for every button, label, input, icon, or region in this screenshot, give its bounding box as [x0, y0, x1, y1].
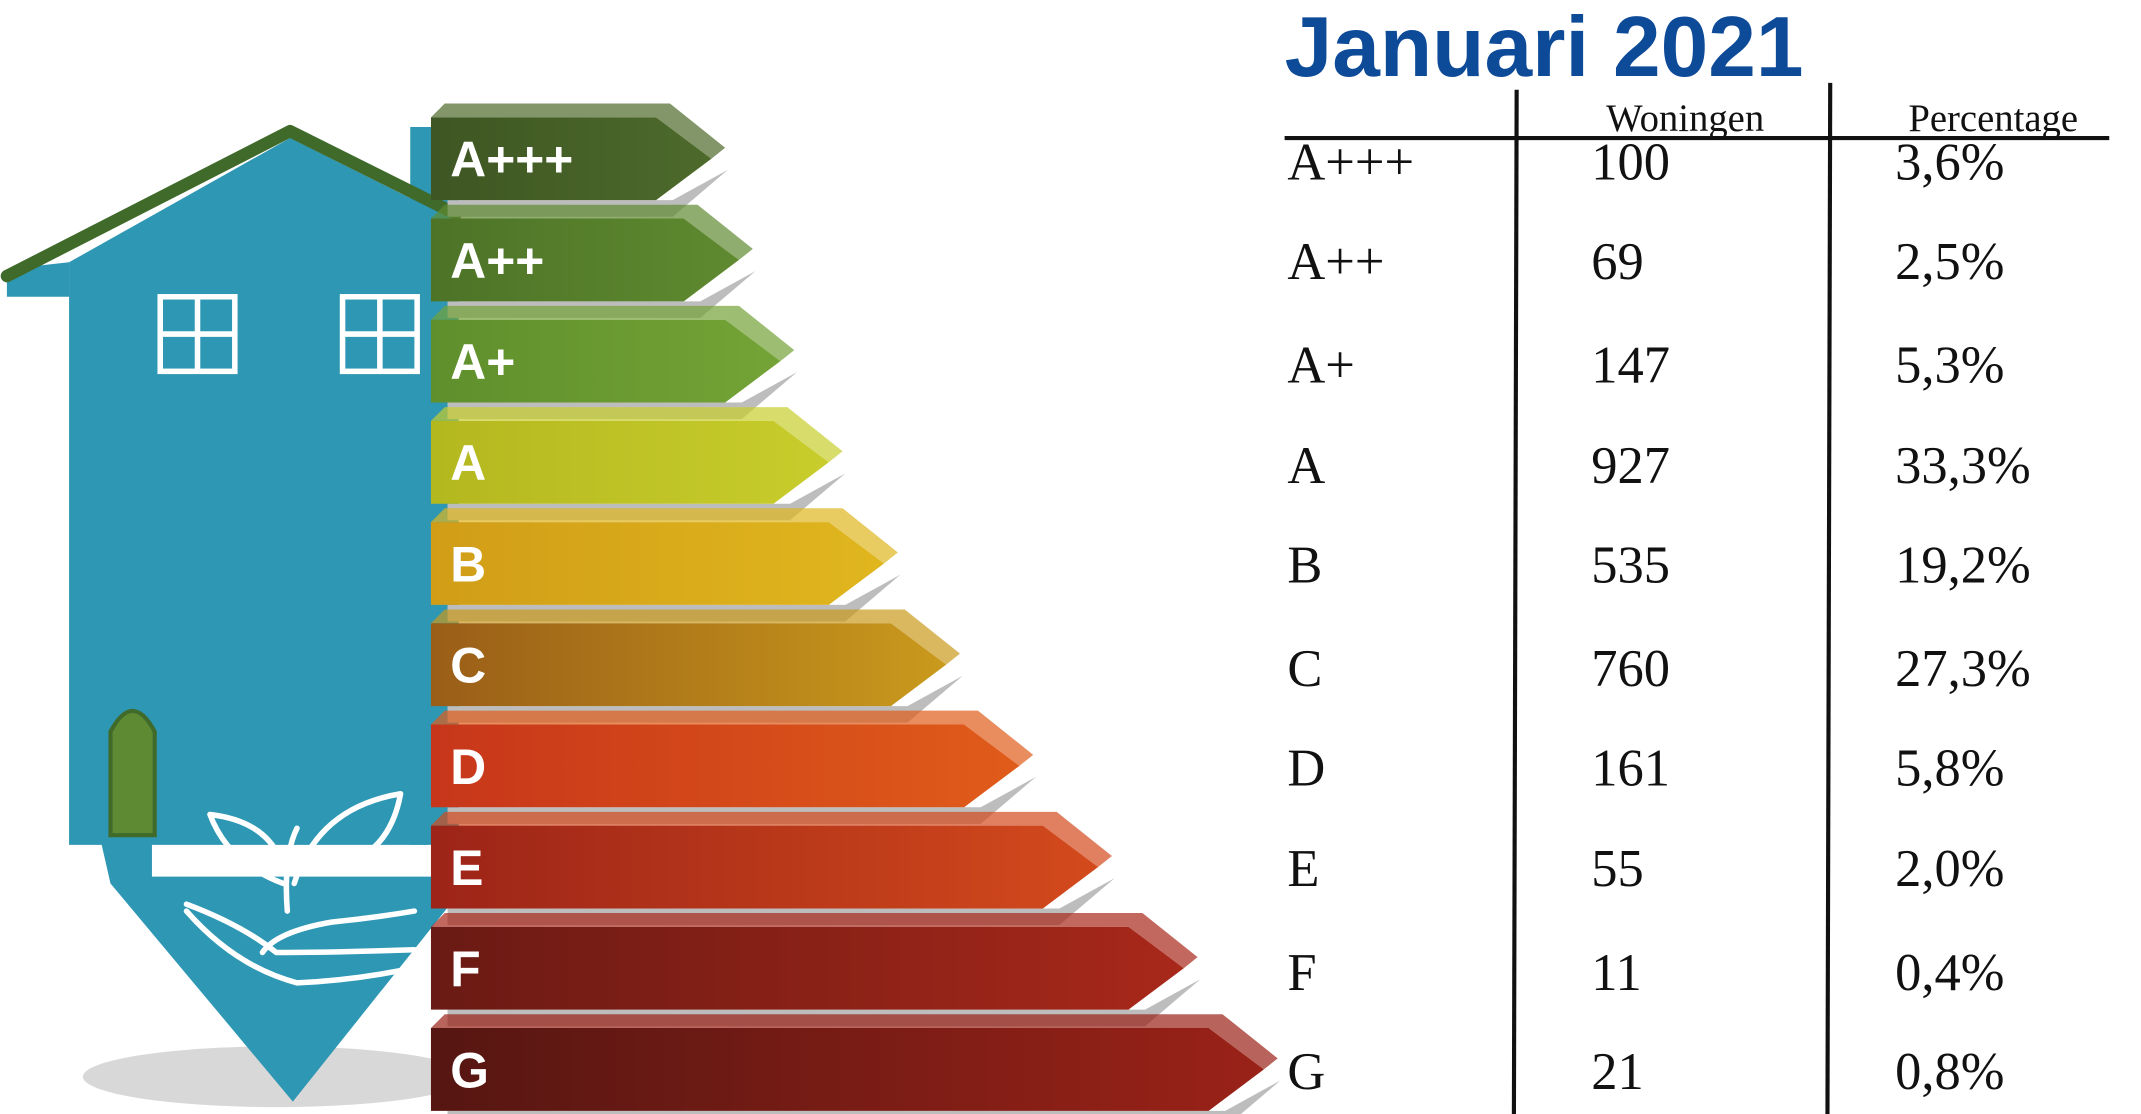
title: Januari 2021 [1285, 0, 1804, 95]
house-illustration [0, 124, 470, 1108]
row-label: A+ [1287, 336, 1355, 394]
bar-label: C [450, 638, 486, 694]
row-label: A++ [1287, 233, 1384, 291]
energy-bar [430, 825, 1099, 909]
cell-count: 100 [1591, 133, 1670, 191]
bar-label: E [450, 840, 483, 896]
energy-bar [430, 926, 1184, 1010]
table-lines [1284, 82, 2110, 1114]
row-label: F [1287, 944, 1316, 1002]
bar-top [430, 609, 960, 665]
column-header: Percentage [1908, 98, 2078, 140]
cell-count: 55 [1591, 840, 1643, 898]
cell-count: 760 [1591, 640, 1670, 698]
row-label: A+++ [1287, 133, 1414, 191]
cell-count: 69 [1591, 233, 1643, 291]
column-header: Woningen [1606, 98, 1764, 140]
bar-label: G [450, 1042, 489, 1098]
row-label: G [1287, 1043, 1325, 1101]
energy-bar [430, 319, 781, 403]
energy-bar [430, 724, 1020, 808]
cell-count: 161 [1591, 739, 1670, 797]
bar-top [430, 305, 795, 362]
cell-percentage: 5,3% [1895, 336, 2004, 394]
row-label: B [1287, 537, 1322, 595]
bar-label: F [450, 941, 480, 997]
cell-percentage: 27,3% [1895, 640, 2031, 698]
cell-count: 147 [1591, 336, 1670, 394]
cell-percentage: 19,2% [1895, 537, 2031, 595]
energy-bar [430, 218, 739, 302]
bar-label: B [450, 536, 486, 592]
bar-label: A+ [450, 334, 515, 390]
row-label: E [1287, 840, 1319, 898]
cell-percentage: 2,0% [1895, 840, 2004, 898]
row-label: C [1287, 640, 1322, 698]
bar-label: A [450, 435, 486, 491]
cell-percentage: 3,6% [1895, 133, 2004, 191]
cell-count: 21 [1591, 1043, 1643, 1101]
cell-percentage: 33,3% [1895, 437, 2031, 495]
bar-label: D [450, 739, 486, 795]
cell-count: 535 [1591, 537, 1670, 595]
energy-bar [430, 1027, 1264, 1111]
cell-count: 927 [1591, 437, 1670, 495]
cell-percentage: 0,4% [1895, 944, 2004, 1002]
energy-bar [430, 522, 885, 605]
energy-bar [430, 117, 712, 201]
cell-percentage: 0,8% [1895, 1043, 2004, 1101]
row-label: A [1287, 437, 1325, 495]
energy-bar [430, 420, 829, 504]
cell-percentage: 2,5% [1895, 233, 2004, 291]
energy-bar [430, 623, 947, 707]
row-label: D [1287, 739, 1325, 797]
cell-count: 11 [1591, 944, 1642, 1002]
table-rows: A+++ 100 3,6% A++ 69 2,5% A+ 147 5,3% A 927 33,3% B 5… [1287, 133, 2030, 1101]
cell-percentage: 5,8% [1895, 739, 2004, 797]
bar-label: A++ [450, 233, 544, 289]
bar-label: A+++ [450, 132, 573, 188]
